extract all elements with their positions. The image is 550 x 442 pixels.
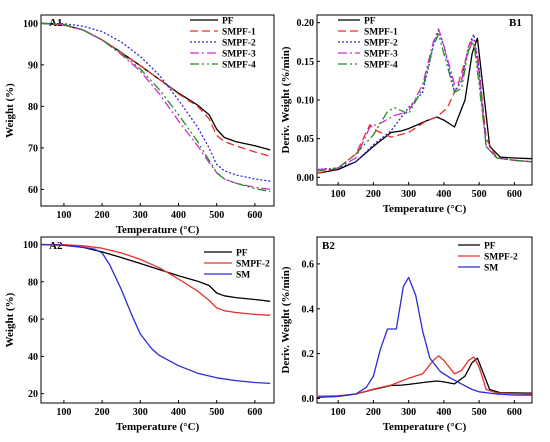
plot-frame [40, 236, 275, 404]
y-tick-label: 20 [28, 389, 38, 400]
x-tick-label: 600 [247, 407, 262, 418]
legend-label: PF [236, 249, 248, 259]
y-axis-label: Deriv. Weight (%/min) [280, 266, 292, 373]
panel-label: A2 [49, 240, 63, 252]
legend-label: SMPF-2 [484, 253, 518, 263]
y-tick-label: 0.6 [302, 259, 315, 270]
x-tick-label: 300 [133, 407, 148, 418]
series-line-smpf-4 [317, 33, 532, 172]
y-axis-label: Weight (%) [4, 83, 16, 138]
legend-label: SMPF-3 [222, 50, 256, 60]
x-tick-label: 400 [171, 210, 186, 221]
series-line-smpf-4 [41, 22, 271, 193]
series-group [41, 22, 271, 193]
series-line-sm [41, 243, 271, 385]
x-tick-label: 300 [133, 210, 148, 221]
legend-label: SM [236, 271, 250, 281]
x-tick-label: 100 [56, 210, 71, 221]
x-axis-label: Temperature (°C) [383, 203, 467, 215]
legend-label: SM [484, 264, 498, 274]
y-tick-label: 70 [28, 143, 38, 154]
series-line-smpf-2 [317, 29, 532, 171]
series-line-pf [317, 37, 532, 175]
y-tick-label: 80 [28, 102, 38, 113]
x-tick-label: 300 [401, 407, 416, 418]
y-tick-label: 0.0 [302, 394, 315, 405]
chart-panel-a1: 100 200 300 400 500 600 60 70 80 90 100 Temperature… [4, 14, 275, 236]
chart-panel-b1: 100 200 300 400 500 600 0.00 0.05 0.10 0.15 0.20 Te… [280, 14, 533, 215]
x-tick-label: 200 [366, 189, 381, 200]
chart-panel-b2: 100 200 300 400 500 600 0.0 0.2 0.4 0.6 Temperatur… [280, 236, 533, 433]
series-line-pf [317, 357, 532, 399]
y-tick-label: 0.4 [302, 304, 315, 315]
x-axis-label: Temperature (°C) [116, 224, 200, 236]
x-axis-label: Temperature (°C) [383, 421, 467, 433]
y-tick-label: 0.2 [302, 349, 315, 360]
y-tick-label: 40 [28, 352, 38, 363]
legend-label: PF [222, 17, 234, 27]
y-tick-label: 0.15 [297, 57, 315, 68]
x-tick-label: 500 [472, 189, 487, 200]
y-tick-label: 0.10 [297, 96, 315, 107]
y-axis-label: Deriv. Weight (%/min) [280, 46, 292, 153]
legend-label: SMPF-3 [364, 50, 398, 60]
legend-label: SMPF-4 [364, 61, 398, 71]
y-tick-label: 0.05 [297, 134, 315, 145]
x-tick-label: 600 [507, 407, 522, 418]
x-tick-label: 400 [436, 407, 451, 418]
plot-frame [316, 236, 533, 404]
panel-label: B2 [322, 240, 335, 252]
y-axis-label: Weight (%) [4, 292, 16, 347]
x-tick-label: 500 [472, 407, 487, 418]
x-tick-label: 600 [507, 189, 522, 200]
x-tick-label: 500 [209, 210, 224, 221]
legend-label: SMPF-4 [222, 61, 256, 71]
x-tick-label: 400 [436, 189, 451, 200]
series-line-smpf-3 [317, 28, 532, 171]
x-tick-label: 200 [366, 407, 381, 418]
y-tick-label: 80 [28, 277, 38, 288]
series-line-smpf-2 [317, 355, 532, 397]
chart-panel-a2: 100 200 300 400 500 600 20 40 60 80 100 Temperature… [4, 236, 275, 433]
x-tick-label: 200 [95, 407, 110, 418]
series-line-smpf-2 [41, 243, 271, 316]
legend-label: SMPF-2 [364, 39, 398, 49]
y-tick-label: 100 [23, 19, 38, 30]
x-tick-label: 100 [331, 189, 346, 200]
y-tick-label: 100 [23, 240, 38, 251]
series-line-smpf-2 [41, 22, 271, 182]
x-tick-label: 500 [209, 407, 224, 418]
legend-label: PF [484, 242, 496, 252]
x-tick-label: 100 [56, 407, 71, 418]
x-tick-label: 400 [171, 407, 186, 418]
series-group [317, 276, 532, 399]
series-line-smpf-1 [317, 41, 532, 175]
x-axis-label: Temperature (°C) [116, 421, 200, 433]
y-tick-label: 0.00 [297, 173, 315, 184]
x-tick-label: 100 [331, 407, 346, 418]
legend-label: SMPF-1 [222, 28, 256, 38]
series-line-sm [317, 276, 532, 399]
legend-label: SMPF-1 [364, 28, 398, 38]
y-tick-label: 60 [28, 315, 38, 326]
legend-label: SMPF-2 [236, 260, 270, 270]
series-group [41, 243, 271, 385]
y-tick-label: 60 [28, 185, 38, 196]
series-group [317, 28, 532, 175]
plot-frame [40, 14, 275, 207]
legend-label: SMPF-2 [222, 39, 256, 49]
x-tick-label: 200 [95, 210, 110, 221]
panel-label: A1 [49, 17, 62, 29]
x-tick-label: 600 [247, 210, 262, 221]
panel-label: B1 [509, 17, 522, 29]
x-tick-label: 300 [401, 189, 416, 200]
y-tick-label: 90 [28, 60, 38, 71]
y-tick-label: 0.20 [297, 18, 315, 29]
legend-label: PF [364, 17, 376, 27]
